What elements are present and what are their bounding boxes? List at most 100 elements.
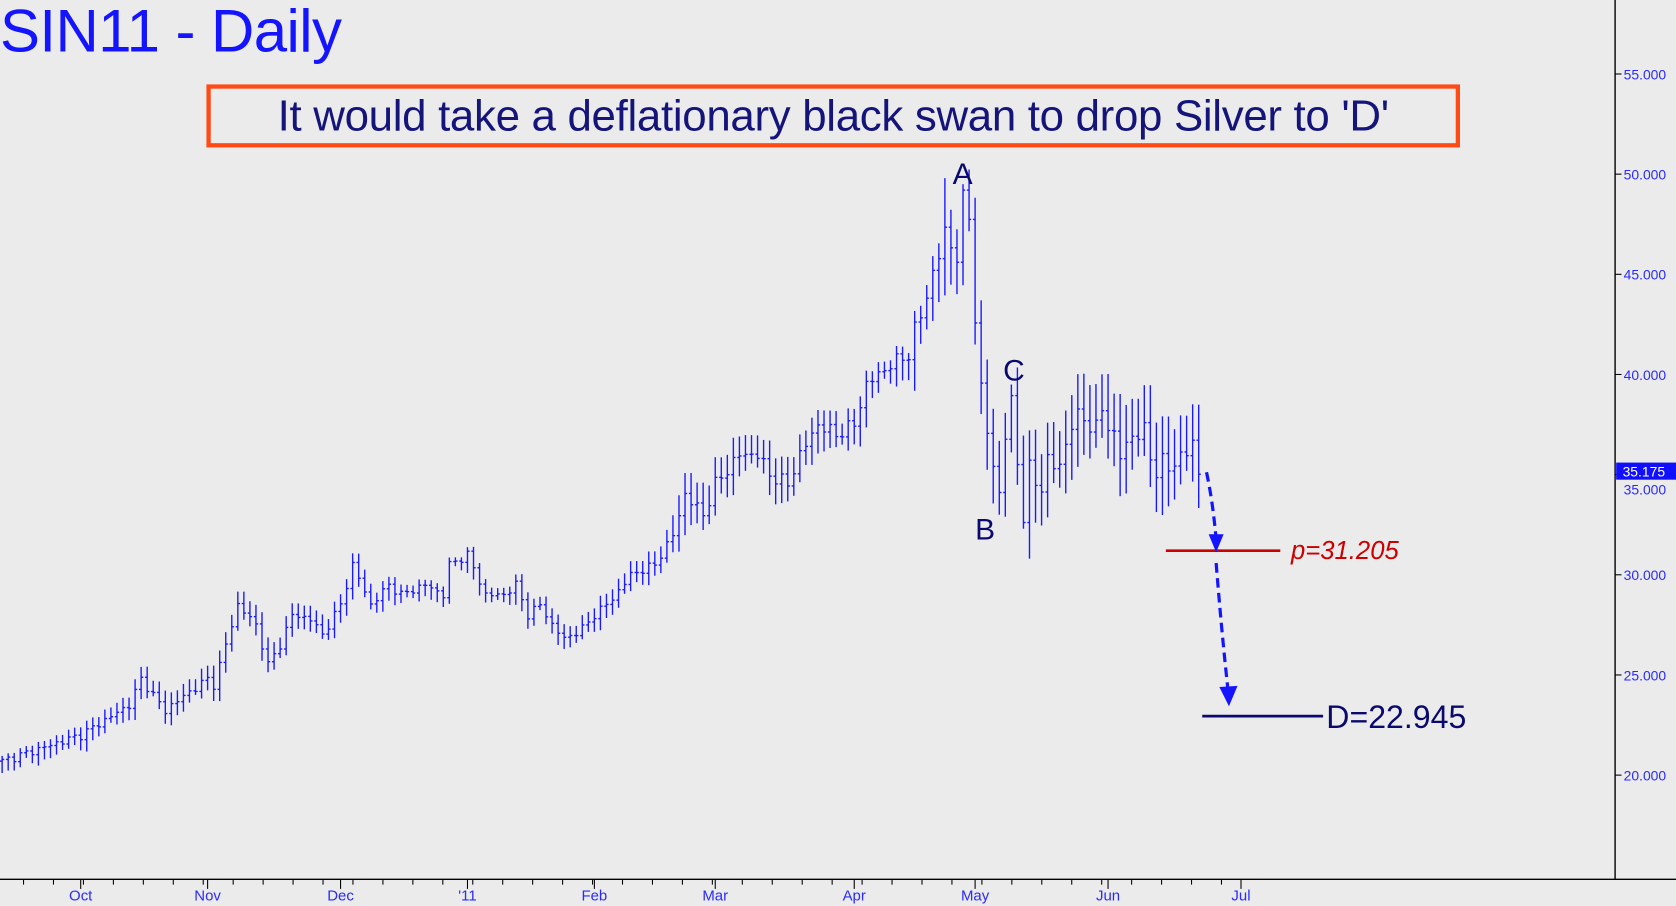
ohlc-bar xyxy=(888,360,893,384)
ohlc-bar xyxy=(187,679,192,703)
ohlc-bar xyxy=(622,573,627,594)
ohlc-bar xyxy=(785,456,790,502)
wave-label-b: B xyxy=(975,514,995,547)
ohlc-bar xyxy=(912,310,917,391)
ohlc-bar xyxy=(1039,454,1044,526)
ohlc-bar xyxy=(1051,421,1056,484)
ohlc-bar xyxy=(326,619,331,640)
ohlc-bar xyxy=(525,592,531,629)
ohlc-bar xyxy=(725,454,730,498)
ohlc-bar xyxy=(193,679,198,695)
ohlc-bar xyxy=(803,430,809,465)
y-tick-label: 30.000 xyxy=(1624,567,1667,583)
ohlc-bar xyxy=(78,727,83,751)
ohlc-bar xyxy=(1184,415,1189,471)
x-tick-label: '11 xyxy=(458,888,476,905)
wave-label-a: A xyxy=(953,158,973,191)
ohlc-bar xyxy=(652,551,657,576)
ohlc-bar xyxy=(1160,416,1165,516)
ohlc-bar xyxy=(501,587,506,603)
ohlc-bar xyxy=(1093,384,1099,448)
ohlc-bar xyxy=(797,434,802,483)
ohlc-bar xyxy=(773,458,778,505)
ohlc-bar xyxy=(1033,429,1038,523)
ohlc-bar xyxy=(66,729,71,749)
ohlc-bar xyxy=(175,690,180,716)
ohlc-bar xyxy=(429,580,434,600)
x-tick-label: Nov xyxy=(194,888,221,905)
ohlc-bar xyxy=(48,739,53,759)
y-tick-label: 45.000 xyxy=(1624,267,1667,283)
ohlc-bar xyxy=(0,755,5,774)
last-price-badge xyxy=(1616,462,1676,480)
ohlc-bar xyxy=(435,583,440,603)
d-target-label: D=22.945 xyxy=(1326,699,1466,735)
ohlc-bar xyxy=(471,546,476,580)
ohlc-bar xyxy=(991,408,996,504)
ohlc-bar xyxy=(1166,416,1171,507)
ohlc-bar xyxy=(966,169,972,232)
y-tick-label: 55.000 xyxy=(1624,66,1667,82)
arrow-to-d xyxy=(1214,562,1230,690)
ohlc-bar xyxy=(386,576,392,601)
ohlc-bar xyxy=(1117,394,1123,497)
ohlc-bar xyxy=(1190,404,1195,482)
ohlc-bar xyxy=(1045,422,1050,518)
ohlc-bar xyxy=(870,371,875,399)
ohlc-bar xyxy=(1142,385,1147,456)
ohlc-bar xyxy=(338,594,343,623)
ohlc-bar xyxy=(374,592,379,613)
x-tick-label: Feb xyxy=(581,888,607,905)
ohlc-bar xyxy=(126,697,132,721)
ohlc-bar xyxy=(664,529,670,563)
ohlc-bar xyxy=(447,557,452,604)
ohlc-bar xyxy=(398,584,404,604)
ohlc-bar xyxy=(1003,412,1008,517)
ohlc-bar xyxy=(368,583,373,610)
ohlc-bar xyxy=(767,440,772,496)
ohlc-bar xyxy=(453,557,458,567)
y-tick-label: 40.000 xyxy=(1624,367,1667,383)
y-tick-label: 25.000 xyxy=(1624,667,1667,683)
ohlc-bar xyxy=(985,359,990,470)
ohlc-bar xyxy=(1009,384,1014,453)
ohlc-bar xyxy=(132,679,138,720)
ohlc-bar xyxy=(296,603,301,629)
ohlc-bar xyxy=(894,345,899,387)
ohlc-bar xyxy=(918,305,923,344)
ohlc-bar xyxy=(1172,429,1177,500)
ohlc-bar xyxy=(459,557,464,571)
ohlc-bar xyxy=(1075,374,1080,467)
ohlc-bar xyxy=(199,668,204,699)
ohlc-bar xyxy=(290,603,295,637)
ohlc-bar xyxy=(628,561,633,592)
ohlc-bar xyxy=(616,578,621,608)
ohlc-bar xyxy=(308,605,313,632)
x-tick-label: Mar xyxy=(702,888,728,905)
ohlc-bar xyxy=(320,614,325,639)
ohlc-bar xyxy=(1154,422,1159,513)
ohlc-bar xyxy=(610,589,615,615)
ohlc-bar xyxy=(906,353,911,381)
ohlc-bar xyxy=(12,752,17,771)
ohlc-bar xyxy=(1021,435,1026,529)
ohlc-bar xyxy=(701,482,706,530)
ohlc-bar xyxy=(694,482,700,524)
ohlc-bar xyxy=(84,720,89,752)
ohlc-bar xyxy=(840,423,845,445)
ohlc-bar xyxy=(852,408,857,445)
ohlc-bar xyxy=(882,361,887,379)
ohlc-bar xyxy=(90,717,95,741)
chart-title: SIN11 - Daily xyxy=(0,0,342,65)
ohlc-bar xyxy=(30,745,35,764)
ohlc-bar xyxy=(580,615,585,640)
ohlc-bar xyxy=(380,581,386,612)
ohlc-bar xyxy=(102,709,108,734)
ohlc-bar xyxy=(54,735,59,755)
ohlc-bar xyxy=(1105,374,1111,459)
ohlc-bar xyxy=(96,717,101,737)
ohlc-bar xyxy=(157,681,162,710)
ohlc-bar xyxy=(356,553,361,587)
ohlc-bar xyxy=(1063,410,1068,494)
